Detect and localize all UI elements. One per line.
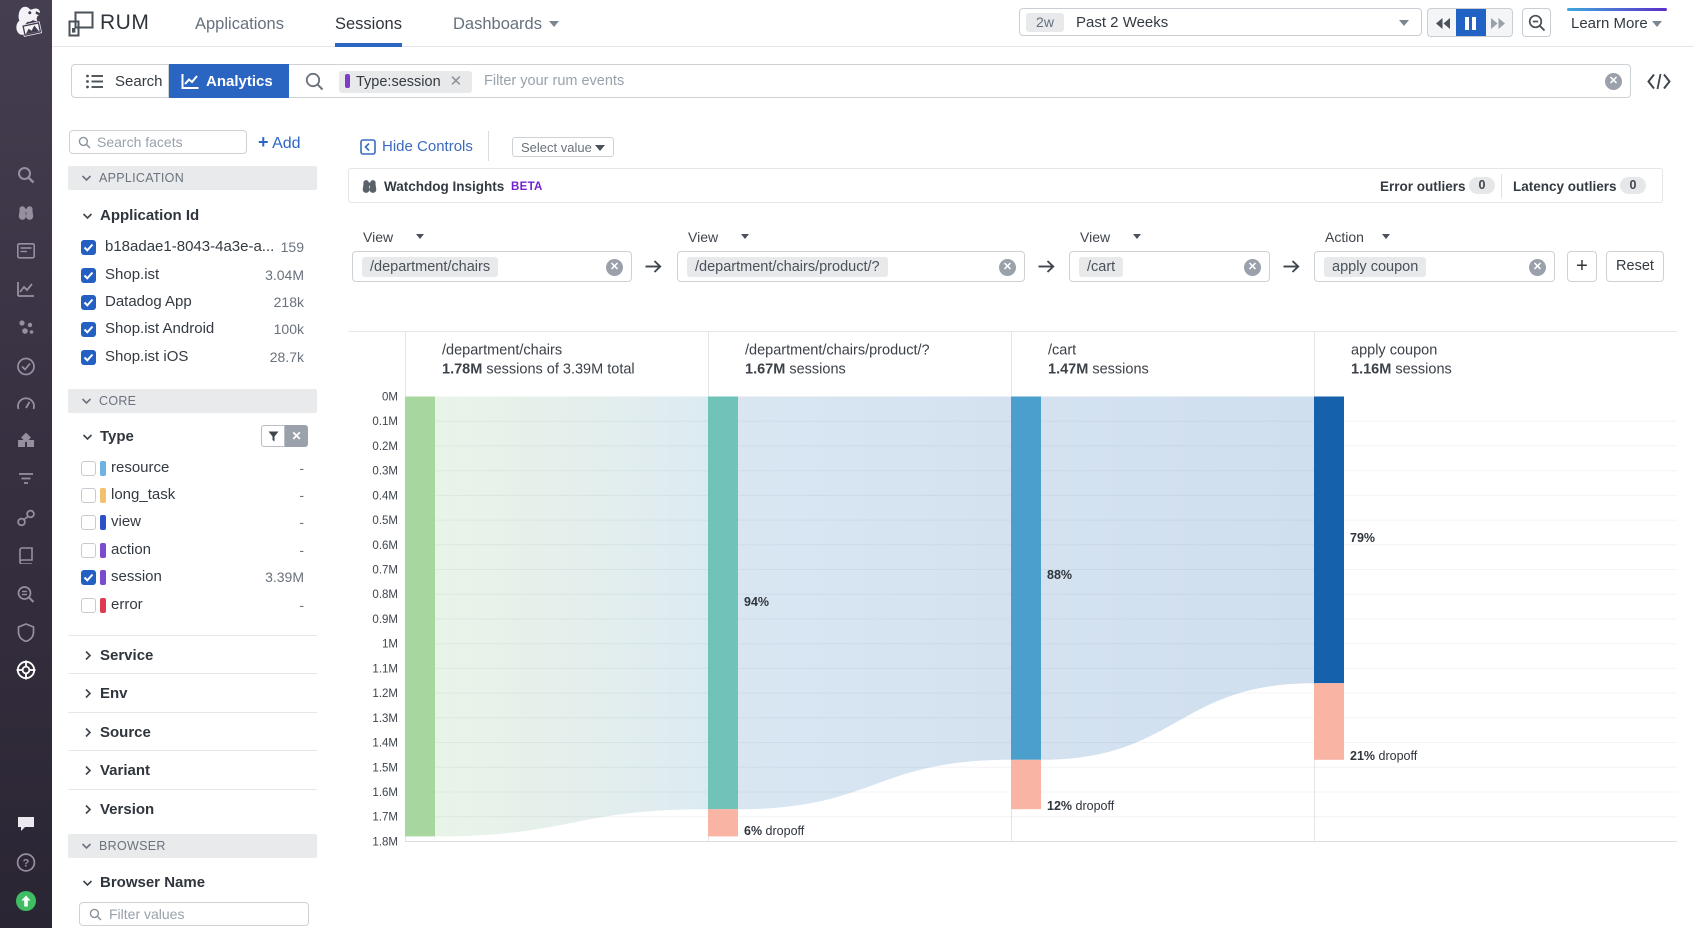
svg-text:0.8M: 0.8M <box>372 589 398 601</box>
svg-text:/department/chairs: /department/chairs <box>442 343 562 359</box>
svg-text:0M: 0M <box>382 392 398 404</box>
svg-text:1.4M: 1.4M <box>372 738 398 750</box>
svg-text:0.2M: 0.2M <box>372 441 398 453</box>
svg-text:1M: 1M <box>382 639 398 651</box>
svg-text:1.6M: 1.6M <box>372 787 398 799</box>
svg-text:1.67M sessions: 1.67M sessions <box>745 362 846 378</box>
svg-text:1.5M: 1.5M <box>372 762 398 774</box>
svg-text:1.78M sessions of 3.39M total: 1.78M sessions of 3.39M total <box>442 362 635 378</box>
svg-text:1.16M sessions: 1.16M sessions <box>1351 362 1452 378</box>
svg-text:94%: 94% <box>744 595 769 609</box>
svg-text:apply coupon: apply coupon <box>1351 343 1437 359</box>
svg-text:?: ? <box>23 858 30 870</box>
svg-text:79%: 79% <box>1350 531 1375 545</box>
svg-text:21% dropoff: 21% dropoff <box>1350 749 1418 763</box>
svg-text:1.2M: 1.2M <box>372 688 398 700</box>
svg-text:1.7M: 1.7M <box>372 812 398 824</box>
svg-text:0.6M: 0.6M <box>372 540 398 552</box>
svg-text:0.9M: 0.9M <box>372 614 398 626</box>
svg-text:1.8M: 1.8M <box>372 837 398 849</box>
svg-text:88%: 88% <box>1047 568 1072 582</box>
svg-text:1.47M sessions: 1.47M sessions <box>1048 362 1149 378</box>
svg-text:0.7M: 0.7M <box>372 565 398 577</box>
svg-text:/cart: /cart <box>1048 343 1076 359</box>
svg-text:1.3M: 1.3M <box>372 713 398 725</box>
svg-text:/department/chairs/product/?: /department/chairs/product/? <box>745 343 930 359</box>
svg-text:12% dropoff: 12% dropoff <box>1047 799 1115 813</box>
svg-text:0.3M: 0.3M <box>372 466 398 478</box>
svg-text:0.5M: 0.5M <box>372 515 398 527</box>
svg-text:6% dropoff: 6% dropoff <box>744 824 805 838</box>
svg-text:1.1M: 1.1M <box>372 663 398 675</box>
svg-text:0.1M: 0.1M <box>372 416 398 428</box>
svg-text:0.4M: 0.4M <box>372 490 398 502</box>
